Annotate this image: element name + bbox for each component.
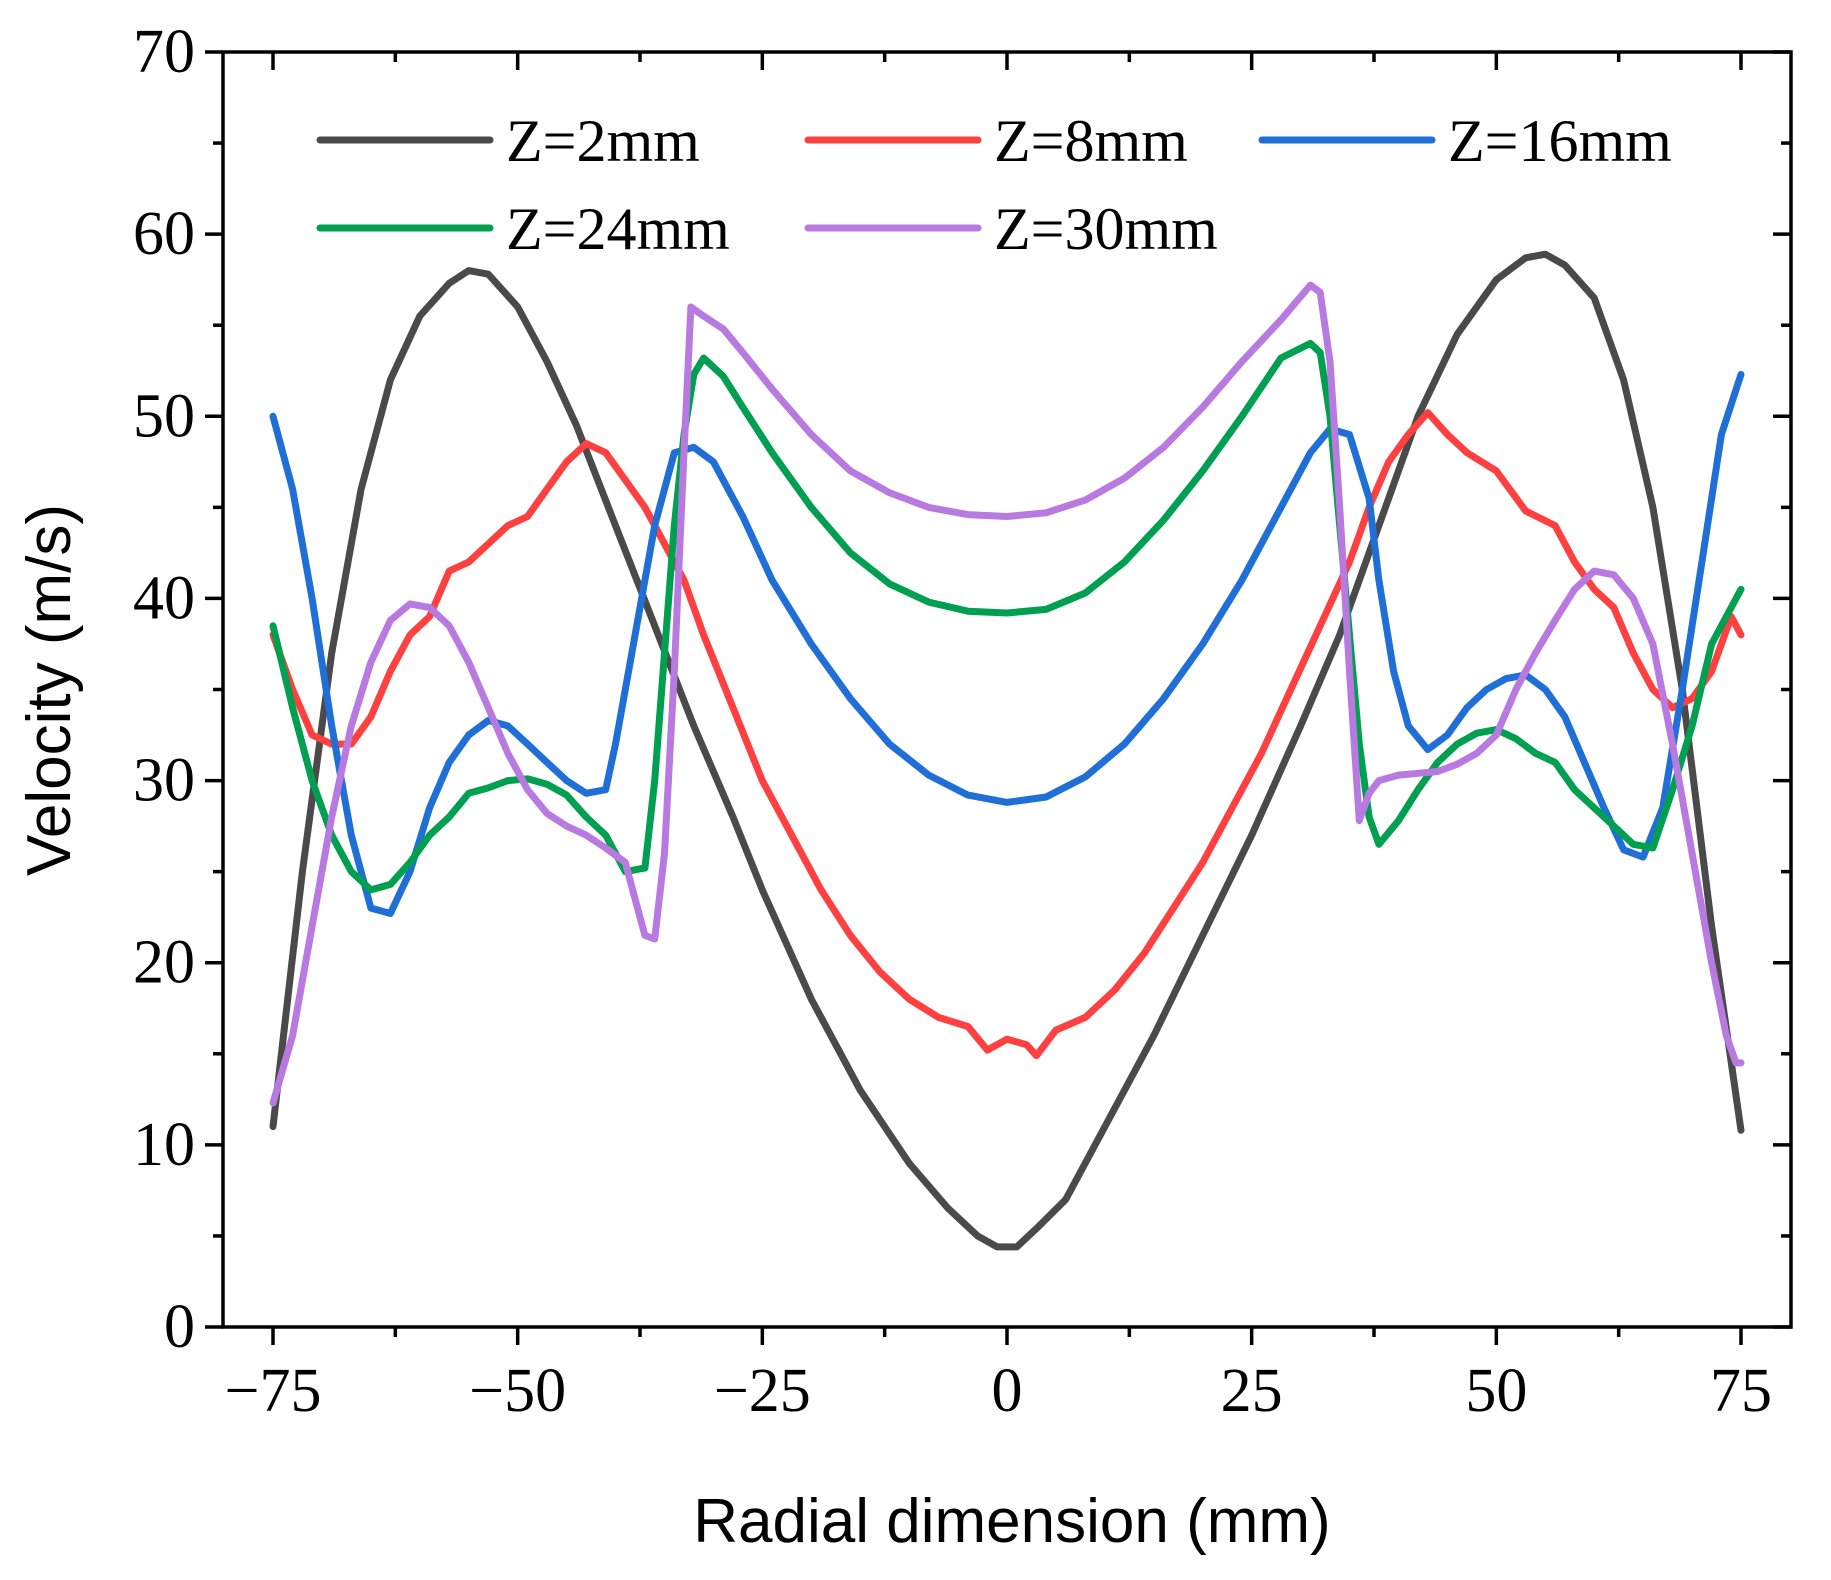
tick-labels: −75 −50 −25 0 25 50 75 0 10 20 30 40 50 60 70 <box>133 18 1772 1425</box>
legend-label: Z=24mm <box>506 196 730 262</box>
x-tick-label: −75 <box>225 1357 322 1425</box>
y-tick-label: 60 <box>133 200 195 268</box>
x-tick-label: 0 <box>992 1357 1023 1425</box>
legend-label: Z=30mm <box>994 196 1218 262</box>
x-axis-title: Radial dimension (mm) <box>693 1487 1330 1556</box>
legend-label: Z=16mm <box>1448 108 1672 174</box>
y-tick-label: 40 <box>133 564 195 632</box>
y-tick-label: 10 <box>133 1111 195 1179</box>
legend-label: Z=2mm <box>506 108 700 174</box>
y-tick-label: 20 <box>133 929 195 997</box>
x-tick-label: −50 <box>469 1357 566 1425</box>
y-axis-title: Velocity (m/s) <box>15 504 84 876</box>
x-tick-label: 25 <box>1221 1357 1283 1425</box>
x-tick-label: −25 <box>714 1357 811 1425</box>
series-line-z-24mm <box>269 339 1745 894</box>
series-line-z-2mm <box>269 250 1745 1251</box>
legend-label: Z=8mm <box>994 108 1188 174</box>
series-line-z-30mm <box>269 281 1745 1107</box>
plot-frame <box>221 50 1793 1329</box>
legend: Z=2mm Z=8mm Z=16mm Z=24mm Z=30mm <box>316 108 1672 262</box>
y-tick-label: 30 <box>133 747 195 815</box>
y-tick-label: 70 <box>133 18 195 86</box>
series-line-z-16mm <box>269 370 1745 917</box>
y-tick-label: 50 <box>133 382 195 450</box>
y-tick-label: 0 <box>164 1293 195 1361</box>
x-tick-label: 75 <box>1710 1357 1772 1425</box>
series-lines <box>269 250 1745 1251</box>
series-line-z-8mm <box>269 409 1745 1060</box>
x-tick-label: 50 <box>1465 1357 1527 1425</box>
